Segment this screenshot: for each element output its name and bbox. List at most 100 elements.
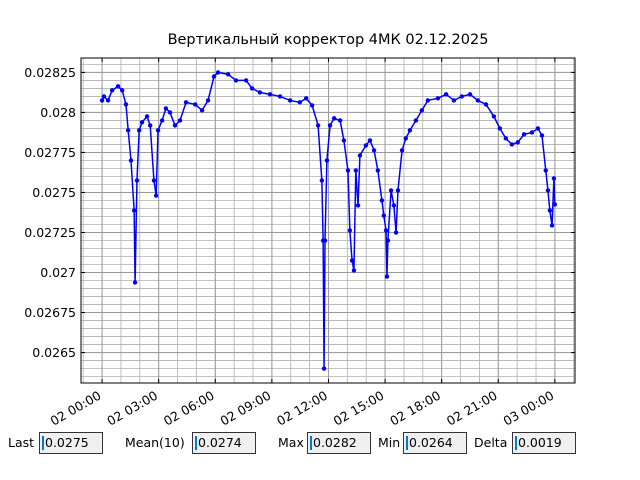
marker	[309, 103, 315, 108]
x-tick-label: 03 00:00	[500, 388, 556, 429]
marker	[136, 128, 142, 133]
marker	[349, 258, 355, 263]
marker	[451, 98, 457, 103]
y-tick-label: 0.02775	[24, 145, 76, 160]
marker	[324, 158, 330, 163]
marker	[483, 102, 489, 107]
marker	[233, 78, 239, 83]
marker	[128, 158, 134, 163]
y-tick-label: 0.02825	[24, 65, 76, 80]
y-tick-label: 0.0275	[32, 185, 76, 200]
stat-value[interactable]: 0.0019	[512, 432, 576, 454]
x-tick-label: 02 15:00	[331, 388, 387, 429]
marker	[139, 120, 145, 125]
marker	[131, 208, 137, 213]
marker	[529, 130, 535, 135]
stat-value[interactable]: 0.0282	[307, 432, 371, 454]
marker	[367, 138, 373, 143]
marker	[315, 123, 321, 128]
marker	[371, 148, 377, 153]
stat-label: Last	[8, 435, 35, 450]
marker	[467, 92, 473, 97]
marker	[192, 102, 198, 107]
x-tick-label: 02 18:00	[387, 388, 443, 429]
marker	[515, 140, 520, 145]
marker	[101, 94, 107, 99]
stat-label: Min	[378, 435, 401, 450]
marker	[167, 110, 173, 115]
stat-value[interactable]: 0.0264	[403, 432, 467, 454]
marker	[205, 98, 211, 103]
marker	[123, 102, 129, 107]
stat-value[interactable]: 0.0274	[192, 432, 256, 454]
marker	[331, 116, 337, 121]
marker	[341, 138, 347, 143]
marker	[172, 123, 178, 128]
x-tick-label: 02 09:00	[217, 388, 273, 429]
y-tick-label: 0.02675	[24, 305, 76, 320]
marker	[199, 108, 205, 113]
marker	[337, 118, 343, 123]
y-tick-label: 0.028	[40, 105, 76, 120]
marker	[403, 136, 409, 141]
marker	[105, 98, 111, 103]
marker	[249, 86, 255, 91]
marker	[521, 132, 527, 137]
marker	[425, 98, 431, 103]
chart: Вертикальный корректор 4МК 02.12.2025 0.…	[24, 32, 576, 429]
marker	[497, 126, 503, 131]
marker	[243, 78, 249, 83]
x-tick-label: 02 12:00	[274, 388, 330, 429]
marker	[388, 188, 394, 193]
marker	[363, 143, 369, 148]
y-tick-label: 0.0265	[32, 345, 76, 360]
marker	[211, 74, 217, 79]
marker	[267, 92, 273, 97]
plot-frame	[80, 57, 576, 384]
marker	[347, 228, 353, 233]
marker	[547, 208, 553, 213]
marker	[383, 228, 389, 233]
marker	[351, 268, 357, 273]
marker	[321, 366, 327, 371]
marker	[183, 100, 189, 105]
marker	[395, 188, 401, 193]
stat-value[interactable]: 0.0275	[39, 432, 103, 454]
marker	[163, 106, 169, 111]
marker	[509, 142, 514, 147]
marker	[257, 90, 263, 95]
marker	[379, 198, 385, 203]
y-tick-label: 0.027	[40, 265, 76, 280]
x-tick-label: 02 06:00	[161, 388, 217, 429]
marker	[119, 88, 125, 93]
marker	[357, 153, 363, 158]
marker	[297, 100, 303, 105]
marker	[147, 123, 153, 128]
marker	[503, 136, 509, 141]
stat-label: Delta	[474, 435, 508, 450]
marker	[385, 238, 391, 243]
marker	[539, 133, 545, 138]
marker	[134, 178, 140, 183]
marker	[153, 193, 159, 198]
marker	[303, 96, 309, 101]
marker	[151, 178, 157, 183]
marker	[322, 238, 328, 243]
marker	[155, 128, 161, 133]
marker	[413, 118, 419, 123]
marker	[287, 98, 293, 103]
x-tick-label: 02 00:00	[48, 388, 104, 429]
x-tick-label: 02 03:00	[104, 388, 160, 429]
chart-title: Вертикальный корректор 4МК 02.12.2025	[168, 32, 489, 48]
marker	[399, 148, 405, 153]
marker	[115, 84, 121, 89]
marker	[475, 98, 481, 103]
marker	[381, 213, 387, 218]
marker	[393, 230, 399, 235]
marker	[375, 168, 381, 173]
marker	[277, 94, 283, 99]
marker	[435, 96, 441, 101]
marker	[551, 176, 557, 181]
marker	[319, 178, 325, 183]
